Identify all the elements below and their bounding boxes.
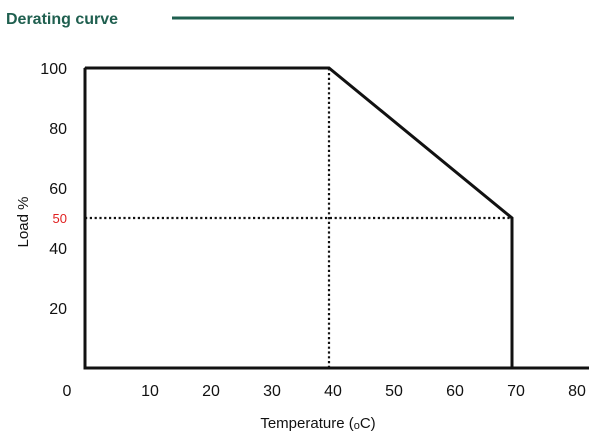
x-tick-label-50: 50 (385, 383, 403, 400)
x-tick-label-20: 20 (202, 383, 220, 400)
x-axis-label-degree: o (354, 420, 360, 432)
x-tick-label-60: 60 (446, 383, 464, 400)
y-tick-label-80: 80 (49, 121, 67, 138)
y-tick-label-20: 20 (49, 301, 67, 318)
series-group (84, 66, 514, 369)
y-tick-label-60: 60 (49, 181, 67, 198)
reference-lines (85, 68, 512, 368)
derating-series-line (85, 66, 514, 368)
x-tick-label-70: 70 (507, 383, 525, 400)
x-tick-label-80: 80 (568, 383, 586, 400)
x-tick-label-0: 0 (63, 383, 72, 400)
x-tick-label-30: 30 (263, 383, 281, 400)
y-axis-label: Load % (15, 197, 32, 248)
x-tick-label-40: 40 (324, 383, 342, 400)
y-tick-label-100: 100 (40, 61, 67, 78)
derating-point-0 (84, 67, 86, 69)
x-axis-label-suffix: C) (360, 415, 376, 432)
y-tick-label-40: 40 (49, 241, 67, 258)
x-axis-label: Temperature (oC) (260, 415, 375, 432)
derating-point-2 (511, 217, 513, 219)
derating-point-1 (328, 67, 330, 69)
derating-point-3 (511, 367, 513, 369)
y-tick-labels: 20 40 60 80 100 50 (40, 61, 67, 318)
x-tick-label-10: 10 (141, 383, 159, 400)
axes (83, 68, 589, 370)
x-tick-labels: 0 10 20 30 40 50 60 70 80 (63, 383, 586, 400)
chart-title: Derating curve (6, 11, 118, 28)
y-tick-label-highlight-50: 50 (53, 211, 67, 226)
x-axis-label-prefix: Temperature ( (260, 415, 353, 432)
